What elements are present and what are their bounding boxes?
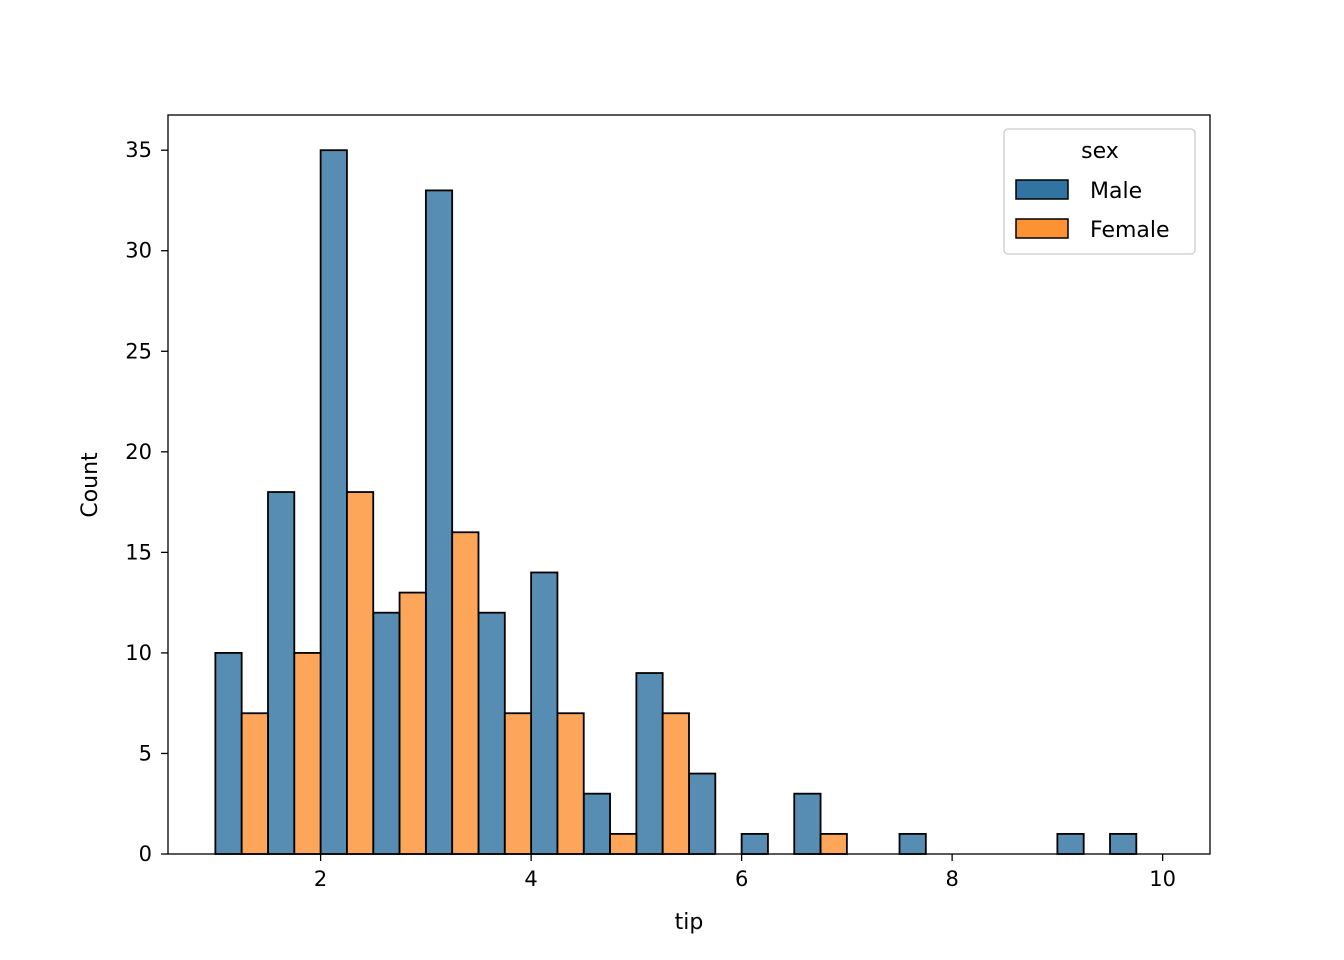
bar-male-3 <box>372 611 401 855</box>
bar-male-4 <box>424 189 454 855</box>
bar-male-16 <box>1056 832 1085 855</box>
x-axis: 2 4 6 8 10 <box>314 854 1176 891</box>
bar-male-13 <box>898 832 927 855</box>
x-tick-label: 10 <box>1149 867 1176 891</box>
y-tick-label: 5 <box>139 741 152 765</box>
bar-female-0 <box>240 712 269 855</box>
y-tick-label: 30 <box>125 239 152 263</box>
bar-male-0 <box>214 652 243 855</box>
bar-male-5 <box>477 611 506 855</box>
plot-frame <box>167 114 1211 855</box>
legend-label-female: Female <box>1090 218 1170 243</box>
bar-male-8 <box>635 672 664 855</box>
bar-male-2 <box>319 149 348 855</box>
bar-female-7 <box>609 832 638 855</box>
bar-male-7 <box>582 792 611 855</box>
bar-female-6 <box>556 712 585 855</box>
y-tick-label: 35 <box>125 138 152 162</box>
bar-male-9 <box>688 772 717 855</box>
legend-label-male: Male <box>1090 179 1142 204</box>
bars-layer <box>214 149 1138 855</box>
y-axis: 0 5 10 15 20 25 30 35 <box>125 138 168 866</box>
bar-male-11 <box>793 792 822 855</box>
bar-female-8 <box>661 712 690 855</box>
x-tick-label: 2 <box>314 867 327 891</box>
x-tick-label: 4 <box>524 867 537 891</box>
y-axis-label: Count <box>78 452 103 518</box>
bar-female-5 <box>503 712 533 855</box>
y-tick-label: 15 <box>125 540 152 564</box>
x-tick-label: 6 <box>735 867 748 891</box>
y-tick-label: 0 <box>139 842 152 866</box>
bar-female-2 <box>346 491 375 855</box>
bar-female-11 <box>819 832 848 855</box>
bar-male-6 <box>530 571 559 855</box>
bar-male-17 <box>1109 832 1138 855</box>
legend-swatch-female <box>1015 218 1069 239</box>
y-tick-label: 20 <box>125 440 152 464</box>
bar-male-1 <box>267 491 296 855</box>
bar-female-1 <box>293 652 322 855</box>
legend-swatch-male <box>1015 179 1069 200</box>
bar-female-3 <box>398 591 427 855</box>
bar-female-4 <box>451 531 480 855</box>
x-tick-label: 8 <box>945 867 958 891</box>
y-tick-label: 25 <box>125 339 152 363</box>
bar-male-10 <box>740 832 769 855</box>
legend: sex Male Female <box>1003 128 1196 255</box>
x-axis-label: tip <box>675 910 704 935</box>
legend-title: sex <box>1081 139 1119 164</box>
y-tick-label: 10 <box>125 641 152 665</box>
